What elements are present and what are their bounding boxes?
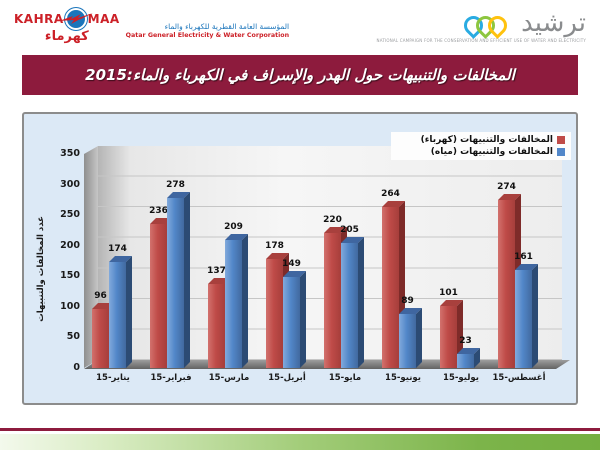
plot-area: 96 174 236 278 137 209 178 149 220 205 264 89 101 23 2… [84, 114, 548, 368]
y-tick-label: 200 [60, 239, 80, 251]
kahramaa-org-name-english: Qatar General Electricity & Water Corpor… [125, 32, 290, 39]
bar-electricity: 137 [207, 266, 226, 368]
bar-water: 161 [514, 252, 533, 368]
legend-item-electricity: المخالفات والتنبيهات (كهرباء) [421, 135, 565, 145]
bar-electricity: 236 [149, 206, 168, 368]
bar-value-label: 274 [497, 182, 516, 192]
bar-group: 137 209 [200, 222, 258, 368]
bar-value-label: 264 [381, 189, 400, 199]
bar-value-label: 278 [166, 180, 185, 190]
bar-water: 89 [399, 296, 416, 368]
kahramaa-globe-icon [58, 8, 93, 30]
bar-electricity: 96 [92, 291, 109, 368]
kahramaa-org-name-arabic: المؤسسة العامة القطرية للكهرباء والماء [164, 22, 290, 31]
bar-value-label: 220 [323, 215, 342, 225]
y-tick-label: 150 [60, 270, 80, 282]
bar-group: 96 174 [84, 244, 142, 368]
bar-water: 23 [457, 336, 474, 368]
bar-value-label: 174 [108, 244, 127, 254]
bar-water: 205 [340, 225, 359, 368]
x-axis-label: فبراير-15 [150, 373, 192, 383]
bar-value-label: 236 [149, 206, 168, 216]
lightning-bolt-icon [58, 13, 93, 24]
kahramaa-word-kahra: KAHRA [14, 12, 64, 26]
x-axis-labels: يناير-15 فبراير-15 مارس-15 أبريل-15 مايو-15 ي… [84, 373, 548, 383]
bar-electricity: 264 [381, 189, 400, 368]
footer-maroon-line [0, 428, 600, 431]
footer-green-bar [0, 434, 600, 450]
y-axis-title: عدد المخالفات والتنبيهات [36, 216, 46, 322]
tarsheed-tagline: NATIONAL CAMPAIGN FOR THE CONSERVATION A… [376, 38, 586, 43]
header: KAHRA MAA كهرماء المؤسسة العامة القطرية … [0, 0, 600, 55]
chart-legend: المخالفات والتنبيهات (كهرباء) المخالفات … [390, 132, 571, 160]
x-axis-label: مارس-15 [208, 373, 250, 383]
slide-title-bar: المخالفات والتنبيهات حول الهدر والإسراف … [22, 55, 578, 95]
bar-electricity: 274 [497, 182, 516, 368]
bar-electricity: 178 [265, 241, 284, 368]
bar-group: 220 205 [316, 215, 374, 368]
bar-value-label: 209 [224, 222, 243, 232]
slide-title: المخالفات والتنبيهات حول الهدر والإسراف … [85, 66, 515, 84]
bar-group: 236 278 [142, 180, 200, 368]
y-tick-label: 300 [60, 178, 80, 190]
bar-electricity: 101 [439, 288, 458, 368]
bar-value-label: 178 [265, 241, 284, 251]
legend-item-water: المخالفات والتنبيهات (مياه) [421, 147, 565, 157]
bar-value-label: 205 [340, 225, 359, 235]
bar-group: 274 161 [490, 182, 548, 368]
x-axis-label: مايو-15 [328, 373, 362, 383]
kahramaa-logo: KAHRA MAA كهرماء المؤسسة العامة القطرية … [14, 8, 289, 44]
bar-electricity: 220 [323, 215, 342, 368]
legend-marker-electricity-icon [557, 136, 565, 144]
bar-water: 278 [166, 180, 185, 368]
x-axis-label: يوليو-15 [443, 373, 479, 383]
kahramaa-arabic-name: كهرماء [44, 29, 89, 44]
bar-value-label: 23 [459, 336, 472, 346]
bar-value-label: 89 [401, 296, 414, 306]
tarsheed-wordmark: ترشيد [521, 8, 586, 38]
bar-water: 209 [224, 222, 243, 368]
legend-label-electricity: المخالفات والتنبيهات (كهرباء) [420, 135, 553, 145]
bar-value-label: 137 [207, 266, 226, 276]
y-tick-label: 50 [66, 331, 80, 343]
legend-label-water: المخالفات والتنبيهات (مياه) [430, 147, 553, 157]
bar-value-label: 101 [439, 288, 458, 298]
bar-value-label: 96 [94, 291, 107, 301]
y-tick-label: 0 [73, 362, 80, 373]
kahramaa-word-maa: MAA [87, 12, 120, 26]
y-tick-label: 350 [60, 148, 80, 159]
bar-group: 178 149 [258, 241, 316, 368]
legend-marker-water-icon [557, 148, 565, 156]
x-axis-label: يونيو-15 [385, 373, 421, 383]
y-tick-label: 100 [60, 300, 80, 312]
bar-value-label: 149 [282, 259, 301, 269]
bar-group: 264 89 [374, 189, 432, 368]
bar-group: 101 23 [432, 288, 490, 368]
x-axis-label: يناير-15 [96, 373, 130, 383]
bar-water: 174 [108, 244, 127, 368]
y-tick-label: 250 [60, 209, 80, 221]
x-axis-label: أغسطس-15 [492, 373, 546, 383]
tarsheed-drops-icon [460, 11, 512, 39]
bar-water: 149 [282, 259, 301, 368]
tarsheed-logo: ترشيد NATIONAL CAMPAIGN FOR THE CONSERVA… [377, 10, 586, 43]
chart-panel: عدد المخالفات والتنبيهات 96 174 236 278 137 2… [22, 112, 578, 405]
kahramaa-logo-mark: KAHRA MAA كهرماء [14, 8, 120, 44]
x-axis-label: أبريل-15 [268, 373, 306, 383]
bar-value-label: 161 [514, 252, 533, 262]
